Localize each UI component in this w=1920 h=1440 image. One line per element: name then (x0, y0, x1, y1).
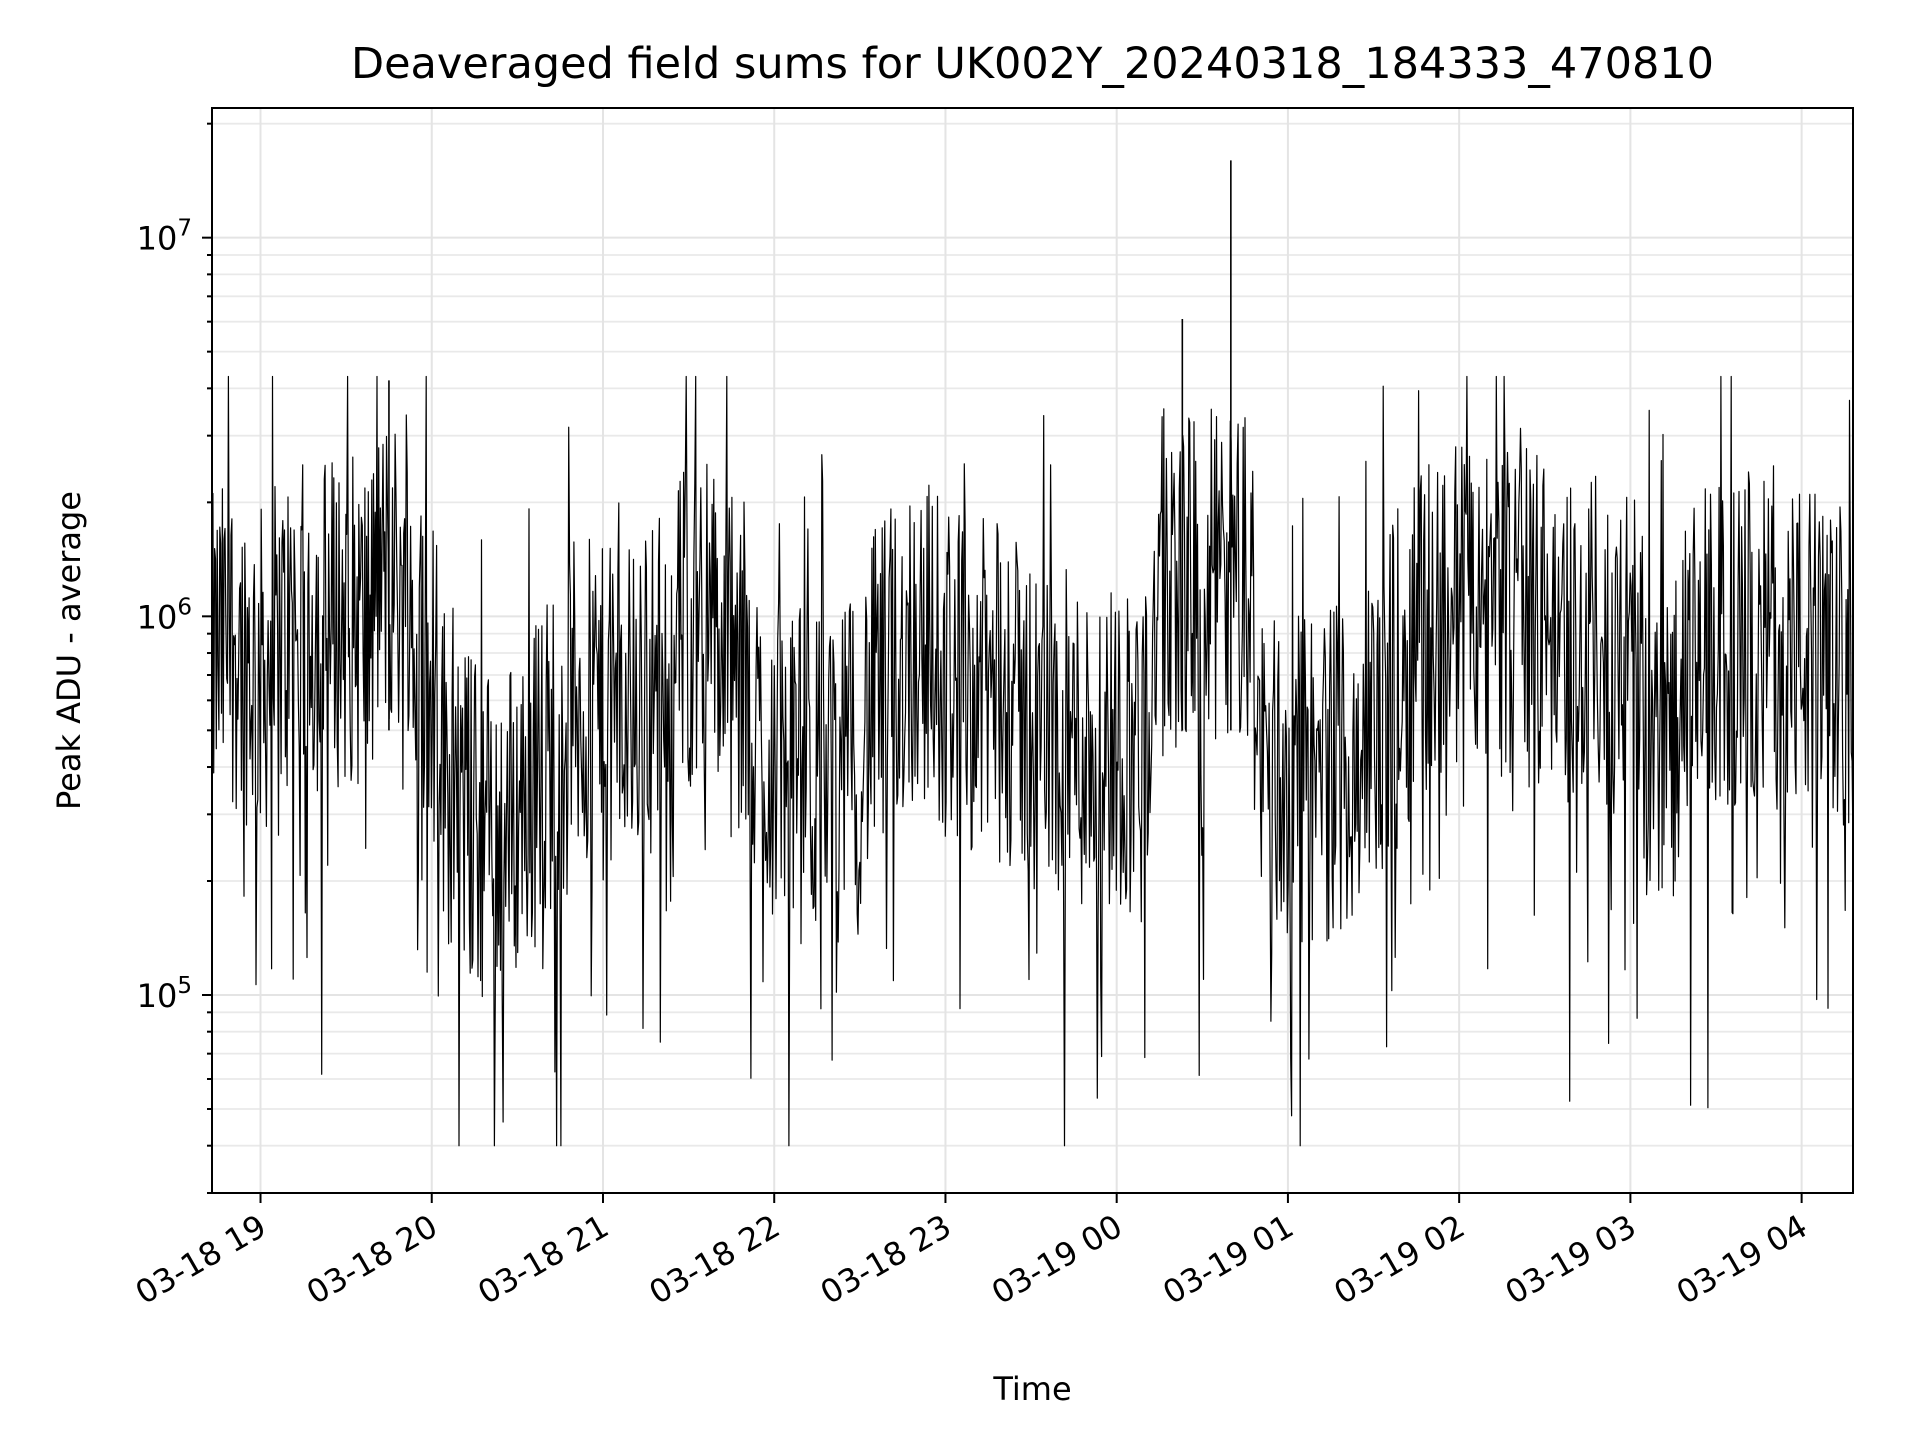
series-line (211, 375, 1854, 1147)
y-tick-base: 10 (137, 220, 178, 258)
y-tick-base: 10 (137, 977, 178, 1015)
y-tick-exponent: 7 (177, 216, 192, 242)
y-tick-label: 105 (137, 973, 192, 1015)
y-tick-exponent: 6 (177, 594, 192, 620)
y-axis-label: Peak ADU - average (50, 491, 88, 810)
chart-title: Deaveraged field sums for UK002Y_2024031… (351, 39, 1714, 89)
y-tick-label: 107 (137, 216, 192, 258)
plot-frame (211, 107, 1854, 1194)
y-tick-exponent: 5 (177, 973, 192, 999)
y-tick-label: 106 (137, 594, 192, 636)
series-group (211, 160, 1854, 1147)
x-axis-label: Time (992, 1370, 1071, 1408)
y-tick-base: 10 (137, 598, 178, 636)
